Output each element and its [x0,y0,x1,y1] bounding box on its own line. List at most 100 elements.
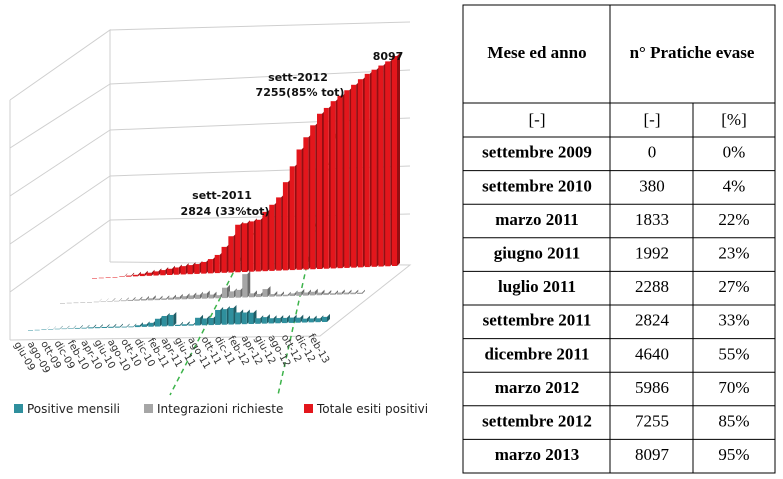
bar [281,317,287,324]
bar-side [308,289,311,296]
bar [262,211,268,272]
table-unit: [-] [644,110,661,129]
legend: Positive mensili Integrazioni richieste … [14,402,428,416]
bar [214,254,220,274]
bar [295,317,301,323]
bar [215,309,221,325]
bar [141,298,146,301]
bar [66,302,72,304]
table-cell: 1992 [635,244,669,263]
bar [132,274,138,277]
bar [317,113,322,269]
bar [255,219,261,272]
bar [282,294,288,297]
bar-side [166,295,170,300]
bar-side [105,298,109,302]
bar-side [286,314,290,324]
bar-side [98,298,102,302]
table-cell: 2288 [635,277,669,296]
bar [222,287,227,299]
bar-side [280,315,284,324]
annotation: 7255(85% tot) [256,86,345,99]
bar-side [179,293,183,300]
bar [94,327,100,329]
bar [174,296,180,300]
bar-side [131,272,135,277]
table-cell: marzo 2011 [495,210,579,229]
bar-side [126,323,130,328]
bar [134,299,140,301]
bar [100,301,106,303]
bar [127,299,133,301]
bar [208,317,214,326]
table-unit: [-] [529,110,546,129]
bar-side [313,315,317,323]
bar-side [294,290,298,297]
bar-side [355,289,359,295]
bar-side [151,269,155,276]
bar [201,293,207,299]
bar [242,223,247,272]
bar [269,204,275,271]
legend-label: Positive mensili [27,402,120,416]
bar-side [93,324,97,329]
annotation: 2824 (33%tot) [181,205,270,218]
table-cell: settembre 2009 [482,143,592,162]
bar [153,271,159,276]
legend-swatch [14,404,23,413]
bar [87,302,92,303]
bar [187,265,193,275]
table-cell: 22% [718,210,749,229]
bar [154,298,160,301]
table-cell: 5986 [635,378,669,397]
bar [248,312,254,324]
bar-side [397,53,400,266]
bar [315,318,321,323]
bar [161,315,167,327]
bar [107,301,113,302]
table-cell: 2824 [635,311,670,330]
bar-side [99,324,103,329]
bar [188,324,194,326]
table-cell: settembre 2010 [482,176,592,195]
bar-side [39,326,43,330]
bar [309,291,315,296]
bar [323,292,329,296]
bar-side [139,296,143,301]
bar [215,295,221,299]
legend-label: Integrazioni richieste [157,402,283,416]
bar-side [328,289,332,296]
table-cell: 55% [718,344,749,363]
bar [310,125,316,270]
legend-swatch [304,404,313,413]
bar-side [186,321,190,326]
table-cell: luglio 2011 [498,277,576,296]
bar-side [281,291,284,297]
annotations: 8097 sett-2012 7255(85% tot) sett-2011 2… [181,50,404,218]
table-cell: marzo 2013 [495,445,580,464]
annotation: 8097 [373,50,404,63]
table-cell: dicembre 2011 [485,344,590,363]
bar [336,292,342,295]
bar-side [213,291,217,299]
bar [168,297,173,300]
annotation: sett-2012 [268,71,328,84]
bar [80,302,86,303]
bar-side [78,299,82,303]
table-cell: 27% [718,277,749,296]
bar [126,275,132,277]
legend-swatch [144,404,153,413]
bar-side [59,325,63,330]
bar-side [139,322,143,328]
bar [337,95,343,269]
bar-side [341,289,345,295]
bar [195,294,200,299]
bar-side [348,289,352,295]
bar [208,294,214,299]
bar [351,84,357,268]
bar-side [86,324,90,329]
bar [235,312,241,325]
bar [201,318,207,326]
bar [180,266,186,275]
bar [344,90,350,268]
